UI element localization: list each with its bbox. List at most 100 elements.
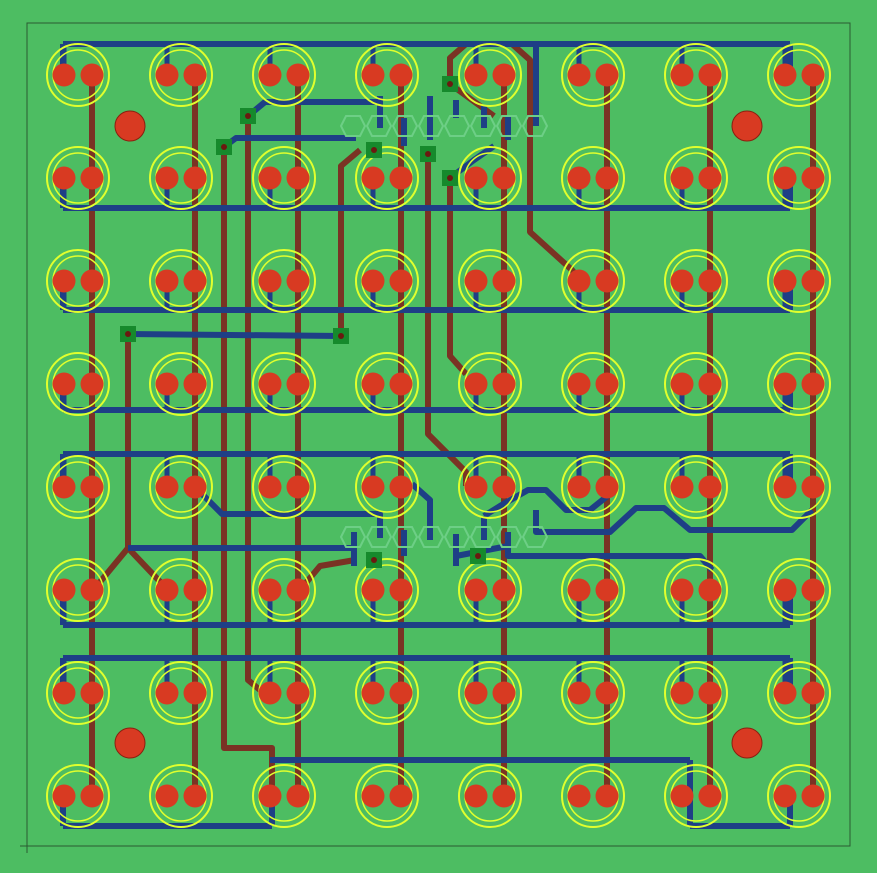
ic-pin-outline [443, 526, 471, 548]
led-pad-anode [52, 784, 76, 808]
led-pad-anode [52, 578, 76, 602]
led-pad-anode [258, 63, 282, 87]
led-pad-cathode [801, 269, 825, 293]
led-pad-anode [361, 63, 385, 87]
led-pad-cathode [183, 681, 207, 705]
led-outline [664, 455, 728, 519]
led-pad-cathode [492, 681, 516, 705]
led-pad-anode [567, 63, 591, 87]
led-pad-anode [361, 578, 385, 602]
led-outline [46, 558, 110, 622]
led-pad-anode [567, 475, 591, 499]
ic-pin-outline [417, 115, 445, 137]
led-outline [46, 249, 110, 313]
led-outline [664, 43, 728, 107]
led-outline [149, 43, 213, 107]
via-drill [338, 333, 344, 339]
led-outline [252, 43, 316, 107]
led-pad-cathode [286, 166, 310, 190]
led-outline [664, 661, 728, 725]
led-pad-anode [52, 269, 76, 293]
led-pad-anode [361, 372, 385, 396]
led-pad-anode [464, 269, 488, 293]
ic-pin-outline [469, 115, 497, 137]
led-pad-anode [464, 475, 488, 499]
led-pad-cathode [595, 63, 619, 87]
ic-pin-outline [495, 526, 523, 548]
led-pad-cathode [80, 269, 104, 293]
led-pad-anode [773, 784, 797, 808]
led-pad-anode [52, 475, 76, 499]
led-pad-anode [361, 475, 385, 499]
led-outline [767, 146, 831, 210]
led-pad-anode [670, 63, 694, 87]
led-outline [355, 43, 419, 107]
led-pad-cathode [286, 681, 310, 705]
led-outline [561, 764, 625, 828]
led-pad-cathode [698, 578, 722, 602]
led-pad-cathode [595, 372, 619, 396]
led-outline [767, 455, 831, 519]
led-pad-cathode [595, 784, 619, 808]
via-drill [371, 557, 377, 563]
jumper-trace [297, 557, 356, 592]
lower-ic-outline [339, 526, 549, 548]
via-drill [125, 331, 131, 337]
led-pad-anode [670, 166, 694, 190]
led-pad-anode [155, 269, 179, 293]
led-pad-anode [258, 475, 282, 499]
led-pad-cathode [595, 578, 619, 602]
led-pad-cathode [492, 63, 516, 87]
led-pad-anode [52, 63, 76, 87]
via-drill [371, 147, 377, 153]
led-pad-anode [155, 681, 179, 705]
led-pad-anode [670, 578, 694, 602]
ic-pin-outline [495, 115, 523, 137]
led-pad-cathode [80, 372, 104, 396]
via-drill [221, 144, 227, 150]
led-outline [767, 661, 831, 725]
led-pad-cathode [698, 475, 722, 499]
led-pad-cathode [801, 166, 825, 190]
vias [120, 76, 486, 568]
led-pad-anode [361, 681, 385, 705]
led-pad-anode [258, 784, 282, 808]
led-pad-cathode [698, 166, 722, 190]
led-pad-cathode [698, 372, 722, 396]
led-pad-anode [670, 784, 694, 808]
led-pad-cathode [80, 166, 104, 190]
led-pad-cathode [389, 578, 413, 602]
led-outline [355, 558, 419, 622]
ic-trace [482, 487, 612, 519]
led-outline [561, 455, 625, 519]
ic-pin-outline [339, 115, 367, 137]
led-pad-anode [670, 681, 694, 705]
led-pad-anode [773, 372, 797, 396]
ic-trace [505, 532, 715, 572]
ic-pin-outline [443, 115, 471, 137]
led-pad-anode [361, 269, 385, 293]
led-pad-cathode [286, 475, 310, 499]
led-outline [149, 146, 213, 210]
led-outline [46, 43, 110, 107]
led-pad-cathode [595, 166, 619, 190]
led-outline [458, 661, 522, 725]
upper-ic-outline [339, 115, 549, 137]
ic-trace [533, 505, 815, 535]
led-outline [561, 249, 625, 313]
led-outline [355, 455, 419, 519]
led-pad-cathode [698, 784, 722, 808]
led-pad-anode [567, 372, 591, 396]
led-pad-anode [155, 784, 179, 808]
led-pad-cathode [183, 63, 207, 87]
led-outline [149, 558, 213, 622]
led-pad-cathode [80, 784, 104, 808]
led-outline [252, 352, 316, 416]
led-pad-anode [464, 578, 488, 602]
via-drill [245, 113, 251, 119]
led-pad-cathode [801, 475, 825, 499]
led-pad-cathode [80, 681, 104, 705]
ic-pin-outline [391, 115, 419, 137]
led-pad-anode [670, 372, 694, 396]
